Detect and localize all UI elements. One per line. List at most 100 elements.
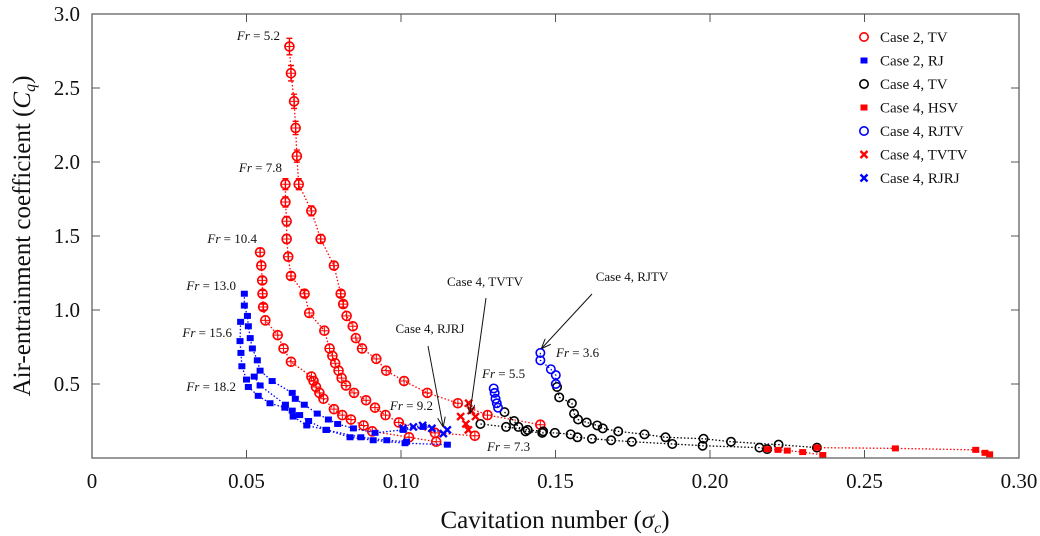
series-case-4-tv — [475, 381, 822, 455]
data-point — [698, 433, 709, 444]
fr-label: Fr = 13.0 — [185, 278, 236, 293]
x-axis-title: Cavitation number (σc) — [440, 507, 669, 536]
data-point-cross — [483, 410, 493, 420]
data-point-cross — [357, 343, 367, 353]
data-point — [443, 441, 451, 448]
data-point — [371, 429, 379, 436]
data-point — [300, 401, 308, 408]
y-tick-label: 2.0 — [54, 150, 80, 174]
data-point — [592, 420, 603, 431]
data-point — [799, 449, 807, 456]
legend-marker — [859, 150, 869, 159]
y-axis-title: Air-entrainment coefficient (Cq) — [9, 76, 39, 397]
data-point — [491, 398, 502, 409]
data-point-cross — [300, 289, 310, 299]
series-line — [239, 321, 407, 443]
series-line — [284, 184, 475, 437]
data-point — [246, 335, 254, 342]
data-point — [774, 446, 782, 453]
data-point-cross — [394, 417, 404, 427]
data-point — [726, 436, 737, 447]
data-point-cross — [283, 252, 293, 262]
data-point — [986, 451, 994, 458]
data-point-cross — [304, 308, 314, 318]
annotation-label: Case 4, TVTV — [447, 274, 524, 289]
y-tick-label: 1.5 — [54, 224, 80, 248]
data-point — [256, 382, 264, 389]
data-point-cross — [342, 311, 352, 321]
data-point-cross — [286, 271, 296, 281]
data-point — [248, 345, 256, 352]
series-line — [816, 446, 990, 455]
y-tick-label: 1.0 — [54, 298, 80, 322]
legend: Case 2, TV Case 2, RJ Case 4, TV Case 4, HS… — [858, 30, 968, 187]
data-point-cross — [381, 410, 391, 420]
data-point — [581, 417, 592, 428]
annotations: Fr = 5.2 Fr = 7.8 Fr = 10.4 Fr = 13.0 Fr = 1… — [181, 28, 668, 454]
data-point-cross — [336, 289, 346, 299]
data-point-cross — [257, 275, 267, 285]
data-point — [296, 412, 304, 419]
data-point — [240, 302, 248, 309]
data-point-cross — [361, 395, 371, 405]
series-case-4-rjtv — [488, 347, 561, 413]
legend-label: Case 4, TV — [880, 77, 948, 93]
data-point — [346, 434, 354, 441]
data-point-cross — [431, 437, 441, 447]
series-line — [259, 252, 437, 443]
x-tick-label: 0.05 — [228, 469, 265, 493]
x-tick-label: 0.15 — [537, 469, 574, 493]
data-point — [981, 449, 989, 456]
data-point-cross — [273, 330, 283, 340]
series-line — [288, 46, 541, 426]
data-point-cross — [260, 315, 270, 325]
data-point — [554, 392, 565, 403]
data-point-cross — [422, 388, 432, 398]
data-point — [288, 389, 296, 396]
data-point — [268, 378, 276, 385]
annotation-arrow — [542, 293, 593, 348]
data-point — [471, 412, 480, 421]
data-point — [256, 367, 264, 374]
data-point — [493, 402, 504, 413]
data-point-cross — [280, 197, 290, 207]
data-point-cross — [381, 366, 391, 376]
data-point — [566, 398, 577, 409]
fr-label: Fr = 5.2 — [236, 28, 280, 43]
data-point-cross — [359, 420, 369, 430]
data-point-cross — [294, 179, 304, 189]
data-point — [538, 426, 549, 437]
data-point — [240, 290, 248, 297]
series-case-4-tvtv — [456, 398, 480, 435]
legend-label: Case 4, RJRJ — [880, 171, 960, 187]
data-point — [626, 436, 637, 447]
data-point — [324, 416, 332, 423]
data-point — [549, 427, 560, 438]
fr-label: Fr = 3.6 — [555, 345, 600, 360]
series-case-2-rj — [236, 290, 451, 448]
data-point — [291, 395, 299, 402]
data-point — [456, 412, 465, 421]
series-line — [767, 448, 823, 456]
y-tick-label: 0.5 — [54, 372, 80, 396]
data-point — [383, 437, 391, 444]
data-point — [427, 424, 437, 433]
data-point-cross — [337, 373, 347, 383]
annotation-label: Case 4, RJRJ — [396, 321, 465, 336]
fr-label: Fr = 18.2 — [185, 379, 236, 394]
fr-label: Fr = 9.2 — [389, 398, 433, 413]
data-point-cross — [291, 123, 301, 133]
data-point — [289, 413, 297, 420]
data-point-cross — [318, 394, 328, 404]
data-point — [783, 447, 791, 454]
data-point — [323, 426, 331, 433]
data-point — [418, 421, 427, 430]
legend-label: Case 4, TVTV — [880, 148, 968, 164]
data-point — [305, 418, 313, 424]
series-case-4-rjrj — [398, 421, 452, 438]
data-point — [572, 432, 583, 443]
data-point — [253, 357, 261, 364]
data-point-cross — [309, 376, 319, 386]
data-point — [443, 425, 452, 435]
data-point — [303, 422, 311, 429]
